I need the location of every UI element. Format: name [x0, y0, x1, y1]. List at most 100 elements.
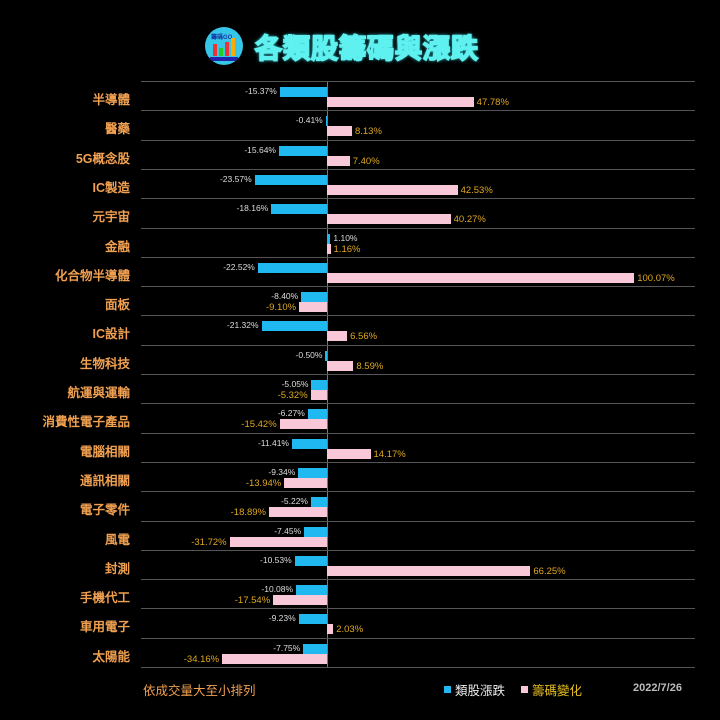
price-change-bar [327, 233, 331, 244]
price-change-value: -22.52% [223, 261, 255, 272]
chip-change-bar [327, 243, 331, 254]
price-change-value: -9.34% [268, 466, 296, 477]
chip-change-bar [269, 507, 327, 518]
chip-change-bar [327, 155, 350, 166]
chip-change-bar [327, 331, 348, 342]
price-change-value: -21.32% [226, 320, 259, 331]
gridline [141, 667, 695, 668]
price-change-bar [257, 262, 327, 273]
price-change-bar [278, 145, 327, 156]
chip-change-bar [327, 184, 458, 195]
price-change-bar [291, 438, 327, 449]
category-label: 面板 [104, 298, 130, 313]
gridline [141, 256, 695, 258]
legend: 類股漲跌 籌碼變化 [444, 680, 582, 699]
category-label: 金融 [104, 239, 130, 254]
price-change-bar [303, 643, 327, 654]
category-label: 封測 [104, 561, 130, 576]
sort-note: 依成交量大至小排列 [143, 684, 256, 698]
price-change-bar [298, 614, 327, 625]
chip-change-value: -13.94% [245, 477, 282, 489]
price-change-value: -11.41% [257, 437, 289, 448]
price-change-bar [298, 467, 327, 478]
price-change-bar [279, 87, 327, 97]
gridline [141, 549, 695, 551]
chip-change-bar [327, 624, 334, 635]
chip-change-value: -9.10% [265, 302, 297, 314]
chip-change-value: 7.40% [352, 155, 380, 167]
price-change-value: -0.41% [295, 115, 323, 126]
price-change-value: -18.16% [236, 203, 269, 214]
price-change-value: -9.23% [268, 613, 296, 624]
chip-change-value: 1.16% [333, 243, 361, 255]
legend-swatch-blue-icon [444, 686, 451, 693]
price-change-bar [296, 585, 327, 596]
legend-swatch-pink-icon [521, 686, 529, 693]
price-change-value: -5.05% [281, 379, 309, 389]
chip-change-value: -34.16% [183, 653, 220, 665]
chip-change-bar [327, 126, 352, 137]
price-change-value: -10.53% [260, 554, 292, 565]
chip-change-bar [327, 272, 635, 283]
price-change-value: -7.75% [273, 642, 301, 653]
price-change-value: -7.45% [274, 525, 302, 536]
chip-change-value: 8.13% [354, 126, 382, 138]
gridline [141, 579, 695, 581]
price-change-bar [325, 350, 327, 361]
chip-change-value: -31.72% [191, 536, 227, 548]
chip-change-value: 42.53% [460, 184, 493, 196]
price-change-bar [325, 116, 327, 127]
price-change-bar [311, 380, 327, 390]
chip-change-value: 40.27% [453, 214, 486, 226]
category-label: 車用電子 [79, 620, 130, 635]
chip-change-value: 100.07% [637, 272, 675, 284]
chip-change-value: -17.54% [234, 595, 271, 607]
date-label: 2022/7/26 [633, 682, 682, 694]
logo-text: 籌碼GO [211, 35, 233, 41]
gridline [141, 110, 695, 112]
price-change-value: -0.50% [295, 349, 323, 360]
gridline [141, 344, 695, 346]
category-label: 化合物半導體 [54, 268, 130, 283]
chip-change-value: 66.25% [533, 565, 566, 577]
price-change-bar [304, 526, 327, 537]
legend-label-chips: 籌碼變化 [532, 684, 583, 698]
price-change-bar [271, 204, 327, 215]
category-label: 手機代工 [79, 591, 130, 606]
chip-change-bar [284, 477, 327, 488]
gridline [141, 520, 695, 522]
chip-change-value: -5.32% [277, 390, 308, 401]
price-change-bar [254, 174, 327, 185]
chip-change-value: 47.78% [476, 97, 509, 108]
price-change-value: -15.37% [245, 86, 277, 96]
legend-label-price: 類股漲跌 [455, 684, 506, 698]
price-change-bar [310, 497, 327, 508]
price-change-value: -10.08% [261, 584, 294, 595]
category-label: IC設計 [92, 327, 130, 342]
price-change-value: -23.57% [219, 173, 252, 184]
price-change-bar [261, 321, 327, 332]
category-label: 生物科技 [79, 356, 130, 371]
price-change-value: -5.22% [281, 496, 308, 507]
category-label: 通訊相關 [79, 473, 130, 488]
price-change-bar [307, 409, 327, 420]
category-label: 電腦相關 [79, 444, 130, 459]
gridline [141, 403, 695, 405]
gridline [141, 139, 695, 141]
category-label: 風電 [104, 532, 130, 547]
category-label: 醫藥 [104, 122, 130, 137]
gridline [141, 637, 695, 639]
gridline [141, 168, 695, 170]
chip-change-bar [273, 595, 327, 606]
price-change-value: -6.27% [277, 408, 305, 419]
price-change-value: -8.40% [271, 291, 299, 302]
gridline [141, 315, 695, 317]
gridline [141, 432, 695, 434]
gridline [141, 461, 695, 463]
chip-change-bar [327, 360, 354, 371]
gridline [141, 374, 695, 375]
chip-change-bar [327, 214, 451, 225]
chip-change-bar [327, 565, 531, 576]
category-label: 半導體 [92, 93, 130, 107]
chip-change-value: -15.42% [241, 419, 277, 431]
